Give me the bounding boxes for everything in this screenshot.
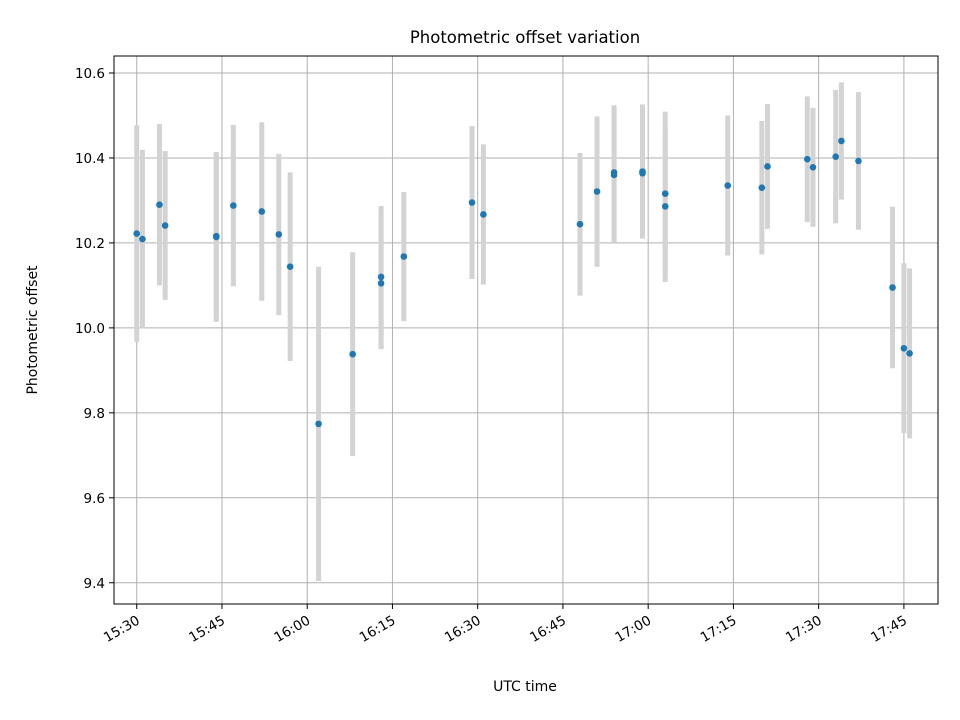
y-tick-label: 10.6 <box>75 66 105 82</box>
data-point <box>758 184 766 191</box>
chart-title: Photometric offset variation <box>410 28 640 47</box>
data-point <box>156 201 163 208</box>
data-point <box>593 188 601 195</box>
data-point <box>480 211 487 218</box>
x-tick-label: 17:45 <box>868 613 910 646</box>
y-tick-label: 9.4 <box>84 576 105 592</box>
data-point <box>315 420 322 428</box>
data-point <box>764 163 771 170</box>
data-point <box>900 344 908 352</box>
y-tick-label: 9.8 <box>84 406 105 422</box>
data-point <box>275 231 283 238</box>
y-tick-label: 10.4 <box>75 151 105 167</box>
plot-area-frame <box>113 55 939 605</box>
y-axis-ticks: 9.4 9.6 9.8 10.0 10.2 10.4 10.6 <box>75 66 114 592</box>
data-point <box>661 203 669 210</box>
data-point <box>377 279 385 287</box>
data-point <box>809 163 817 171</box>
data-point <box>906 350 913 357</box>
data-point <box>832 153 840 160</box>
error-bars <box>134 82 913 582</box>
data-point <box>230 202 237 209</box>
data-point <box>803 155 811 163</box>
x-tick-label: 15:30 <box>101 613 143 646</box>
x-tick-label: 17:15 <box>698 613 740 646</box>
data-point <box>377 273 385 281</box>
data-point <box>161 222 169 229</box>
data-point <box>349 350 356 358</box>
data-point <box>133 230 141 237</box>
data-point <box>661 190 669 197</box>
data-point <box>400 253 408 260</box>
x-tick-label: 16:00 <box>272 613 314 646</box>
x-axis-ticks: 15:30 15:45 16:00 16:15 16:30 16:45 17:00 17:15… <box>101 604 910 646</box>
data-point <box>855 157 862 165</box>
data-point <box>610 171 618 179</box>
x-tick-label: 16:45 <box>527 613 569 646</box>
grid-lines <box>114 56 938 604</box>
x-tick-label: 17:30 <box>783 613 825 646</box>
data-point <box>468 199 476 206</box>
data-points <box>133 137 913 428</box>
data-point <box>724 182 732 189</box>
data-point <box>258 208 266 215</box>
x-axis-label: UTC time <box>493 679 557 695</box>
x-tick-label: 15:45 <box>186 613 228 646</box>
data-point <box>889 284 896 291</box>
x-tick-label: 16:15 <box>357 613 399 646</box>
y-tick-label: 9.6 <box>84 491 105 507</box>
data-point <box>838 137 845 145</box>
y-tick-label: 10.0 <box>75 321 105 337</box>
data-point <box>139 235 146 243</box>
data-point <box>286 263 294 271</box>
x-tick-label: 16:30 <box>442 613 484 646</box>
data-point <box>639 169 646 177</box>
data-point <box>576 220 584 228</box>
data-point <box>212 232 220 240</box>
y-tick-label: 10.2 <box>75 236 105 252</box>
y-axis-label: Photometric offset <box>25 265 41 395</box>
x-tick-label: 17:00 <box>612 613 654 646</box>
